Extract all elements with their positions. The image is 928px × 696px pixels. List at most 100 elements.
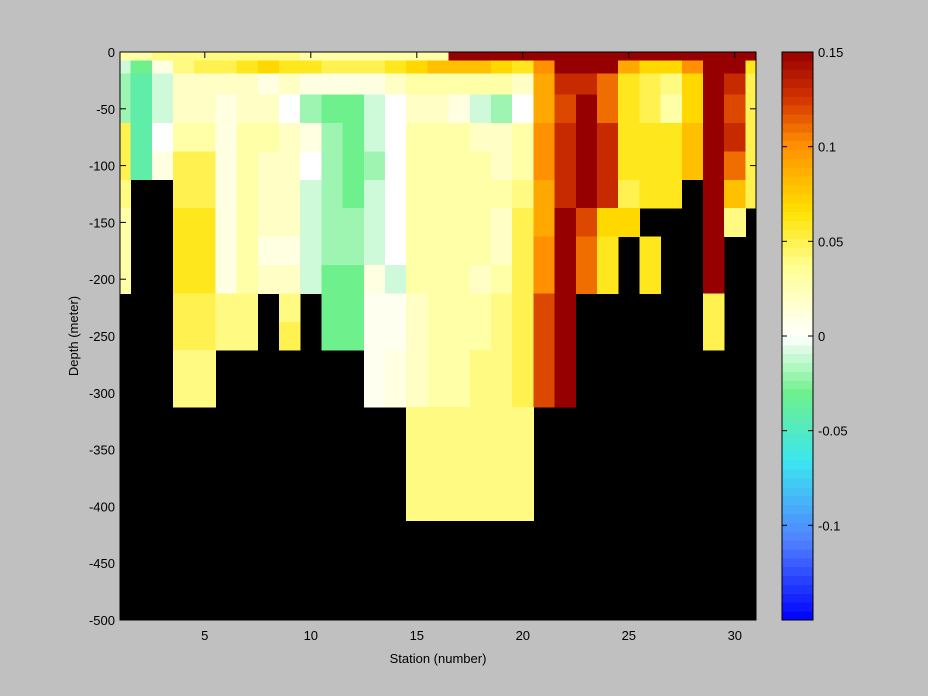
heatmap-cell [321, 73, 343, 95]
heatmap-cell [533, 123, 555, 152]
heatmap-cell [300, 179, 322, 209]
heatmap-cell [512, 94, 534, 124]
heatmap-cell [427, 321, 449, 351]
heatmap-cell [491, 265, 513, 294]
heatmap-cell [279, 179, 301, 209]
x-axis-label: Station (number) [390, 651, 487, 666]
heatmap-cell [385, 52, 407, 61]
heatmap-cell [491, 463, 513, 493]
heatmap-cell [236, 73, 259, 95]
heatmap-cell [385, 378, 407, 408]
heatmap-cell [618, 94, 640, 124]
heatmap-cell [575, 73, 598, 95]
heatmap-cell [512, 236, 534, 266]
heatmap-cell [406, 179, 428, 209]
heatmap-cell [257, 52, 280, 61]
heatmap-cell [130, 151, 153, 181]
colorbar-swatch [782, 478, 813, 488]
colorbar-swatch [782, 78, 813, 88]
heatmap-cell [533, 293, 555, 323]
colorbar-swatch [782, 336, 813, 346]
heatmap-cell [597, 151, 619, 181]
heatmap-cell [236, 208, 259, 237]
heatmap-cell [236, 179, 259, 209]
colorbar-swatch [782, 176, 813, 186]
colorbar-swatch [782, 611, 813, 621]
heatmap-cell [363, 52, 386, 61]
heatmap-cell [342, 73, 365, 95]
heatmap-cell [724, 123, 746, 152]
heatmap-cell [469, 52, 492, 61]
heatmap-cell [724, 73, 746, 95]
heatmap-cell [448, 435, 471, 465]
heatmap-cell [173, 321, 195, 351]
colorbar [782, 52, 813, 621]
heatmap-cell [491, 60, 513, 74]
heatmap-cell [724, 94, 746, 124]
heatmap-cell [406, 151, 428, 181]
heatmap-cell [660, 123, 683, 152]
heatmap-cell [469, 350, 492, 379]
heatmap-cell [300, 73, 322, 95]
heatmap-cell [597, 236, 619, 266]
heatmap-cell [215, 293, 237, 323]
heatmap-cell [491, 236, 513, 266]
colorbar-swatch [782, 451, 813, 461]
heatmap-cell [406, 378, 428, 408]
colorbar-swatch [782, 362, 813, 372]
heatmap-cell [279, 265, 301, 294]
heatmap-cell [427, 52, 449, 61]
heatmap-cell [321, 293, 343, 323]
y-tick-label: -400 [89, 499, 115, 514]
colorbar-swatch [782, 415, 813, 426]
heatmap-cell [448, 179, 471, 209]
heatmap-cell [703, 60, 725, 74]
heatmap-cell [597, 52, 619, 61]
heatmap-cell [554, 265, 577, 294]
heatmap-cell [257, 208, 280, 237]
colorbar-swatch [782, 309, 813, 319]
colorbar-swatch [782, 300, 813, 310]
colorbar-swatch [782, 52, 813, 62]
colorbar-swatch [782, 344, 813, 355]
heatmap-cell [533, 378, 555, 408]
heatmap-cell [597, 94, 619, 124]
heatmap-cell [703, 151, 725, 181]
colorbar-swatch [782, 229, 813, 239]
heatmap-cell [639, 52, 661, 61]
colorbar-swatch [782, 433, 813, 443]
colorbar-swatch [782, 389, 813, 399]
heatmap-cell [427, 151, 449, 181]
heatmap-cell [194, 293, 216, 323]
heatmap-cell [300, 151, 322, 181]
heatmap-cell [427, 73, 449, 95]
heatmap-cell [427, 179, 449, 209]
y-axis-label: Depth (meter) [66, 296, 81, 376]
heatmap-cell [491, 73, 513, 95]
heatmap-cell [215, 208, 237, 237]
heatmap-cell [575, 123, 598, 152]
heatmap-cell [618, 151, 640, 181]
heatmap-cell [385, 208, 407, 237]
heatmap-cell [427, 463, 449, 493]
colorbar-tick-label: 0.1 [818, 140, 836, 155]
heatmap-cell [533, 236, 555, 266]
y-tick-label: -250 [89, 329, 115, 344]
heatmap-cell [406, 463, 428, 493]
heatmap-cell [554, 123, 577, 152]
heatmap-cell [639, 60, 661, 74]
heatmap-cell [363, 179, 386, 209]
heatmap-cell [173, 179, 195, 209]
colorbar-swatch [782, 593, 813, 603]
heatmap-cell [575, 236, 598, 266]
heatmap-cell [639, 265, 661, 294]
colorbar-swatch [782, 575, 813, 585]
heatmap-cell [173, 378, 195, 408]
heatmap-cell [618, 73, 640, 95]
heatmap-cell [406, 265, 428, 294]
heatmap-cell [491, 407, 513, 436]
colorbar-swatch [782, 114, 813, 124]
colorbar-swatch [782, 460, 813, 470]
colorbar-swatch [782, 149, 813, 159]
heatmap-cell [342, 94, 365, 124]
